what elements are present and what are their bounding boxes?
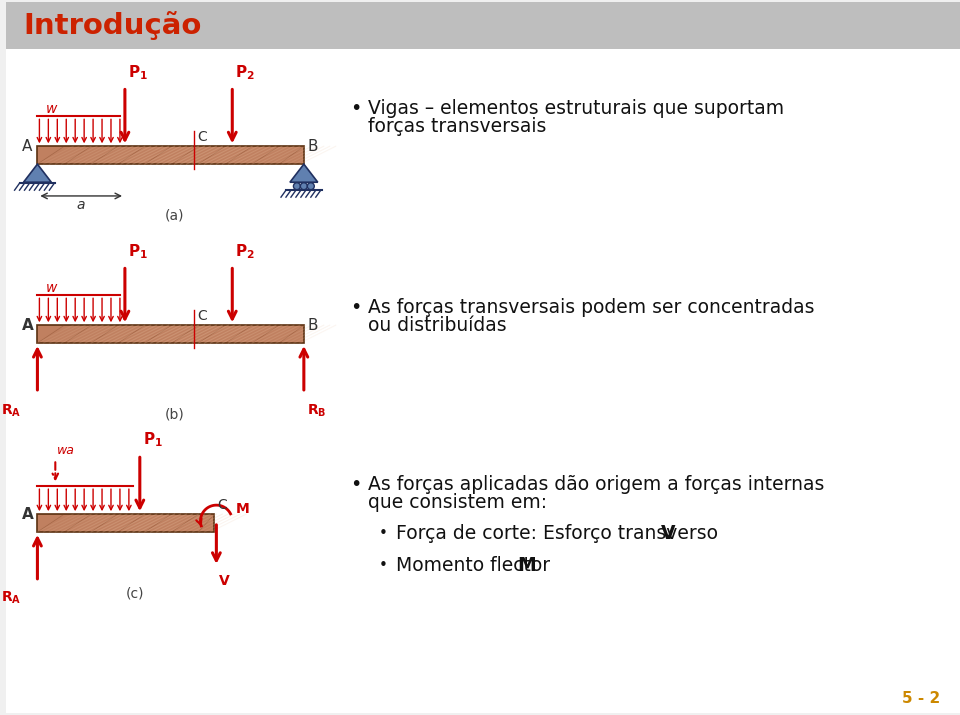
Text: C: C bbox=[198, 309, 207, 323]
Text: $\mathbf{R_A}$: $\mathbf{R_A}$ bbox=[1, 590, 21, 606]
Text: •: • bbox=[378, 526, 387, 541]
Text: wa: wa bbox=[58, 445, 75, 458]
Text: 5 - 2: 5 - 2 bbox=[901, 691, 940, 706]
Text: Força de corte: Esforço transverso: Força de corte: Esforço transverso bbox=[396, 525, 724, 543]
Bar bbox=[6, 2, 960, 49]
Text: V: V bbox=[219, 573, 230, 588]
Text: $\mathbf{P_2}$: $\mathbf{P_2}$ bbox=[235, 242, 255, 260]
Circle shape bbox=[294, 183, 300, 189]
Text: •: • bbox=[378, 558, 387, 573]
Text: Introdução: Introdução bbox=[23, 11, 202, 41]
Text: $\mathbf{R_B}$: $\mathbf{R_B}$ bbox=[307, 403, 326, 419]
Text: As forças transversais podem ser concentradas: As forças transversais podem ser concent… bbox=[369, 297, 815, 317]
Polygon shape bbox=[23, 164, 51, 182]
Text: (b): (b) bbox=[165, 408, 184, 422]
Text: M: M bbox=[517, 556, 536, 576]
Text: B: B bbox=[308, 317, 319, 332]
Text: $\mathbf{P_2}$: $\mathbf{P_2}$ bbox=[235, 63, 255, 82]
Text: •: • bbox=[350, 297, 362, 317]
Text: ou distribuídas: ou distribuídas bbox=[369, 316, 507, 335]
Text: M: M bbox=[236, 502, 250, 516]
Text: C: C bbox=[198, 130, 207, 144]
Text: C: C bbox=[217, 498, 228, 512]
Polygon shape bbox=[290, 164, 318, 182]
Text: que consistem em:: que consistem em: bbox=[369, 493, 547, 512]
Text: a: a bbox=[77, 198, 85, 212]
Text: A: A bbox=[21, 507, 34, 521]
Text: (a): (a) bbox=[165, 209, 184, 223]
Text: •: • bbox=[350, 475, 362, 494]
Text: B: B bbox=[308, 139, 319, 154]
Text: A: A bbox=[21, 317, 34, 332]
Bar bbox=[37, 325, 304, 343]
Text: $\mathbf{P_1}$: $\mathbf{P_1}$ bbox=[128, 242, 148, 260]
Text: Vigas – elementos estruturais que suportam: Vigas – elementos estruturais que suport… bbox=[369, 99, 784, 118]
Text: A: A bbox=[21, 139, 32, 154]
Text: •: • bbox=[350, 99, 362, 118]
Text: (c): (c) bbox=[126, 586, 144, 601]
Text: $\mathbf{P_1}$: $\mathbf{P_1}$ bbox=[143, 430, 163, 450]
Text: $\mathbf{P_1}$: $\mathbf{P_1}$ bbox=[128, 63, 148, 82]
Text: w: w bbox=[45, 282, 57, 295]
Text: $\mathbf{R_A}$: $\mathbf{R_A}$ bbox=[1, 403, 21, 419]
Circle shape bbox=[300, 183, 307, 189]
Bar bbox=[37, 147, 304, 164]
Text: w: w bbox=[45, 102, 57, 117]
Bar bbox=[37, 514, 214, 532]
Text: V: V bbox=[660, 525, 675, 543]
Circle shape bbox=[307, 183, 314, 189]
Text: As forças aplicadas dão origem a forças internas: As forças aplicadas dão origem a forças … bbox=[369, 475, 825, 494]
Text: Momento flector: Momento flector bbox=[396, 556, 557, 576]
Text: forças transversais: forças transversais bbox=[369, 117, 547, 136]
